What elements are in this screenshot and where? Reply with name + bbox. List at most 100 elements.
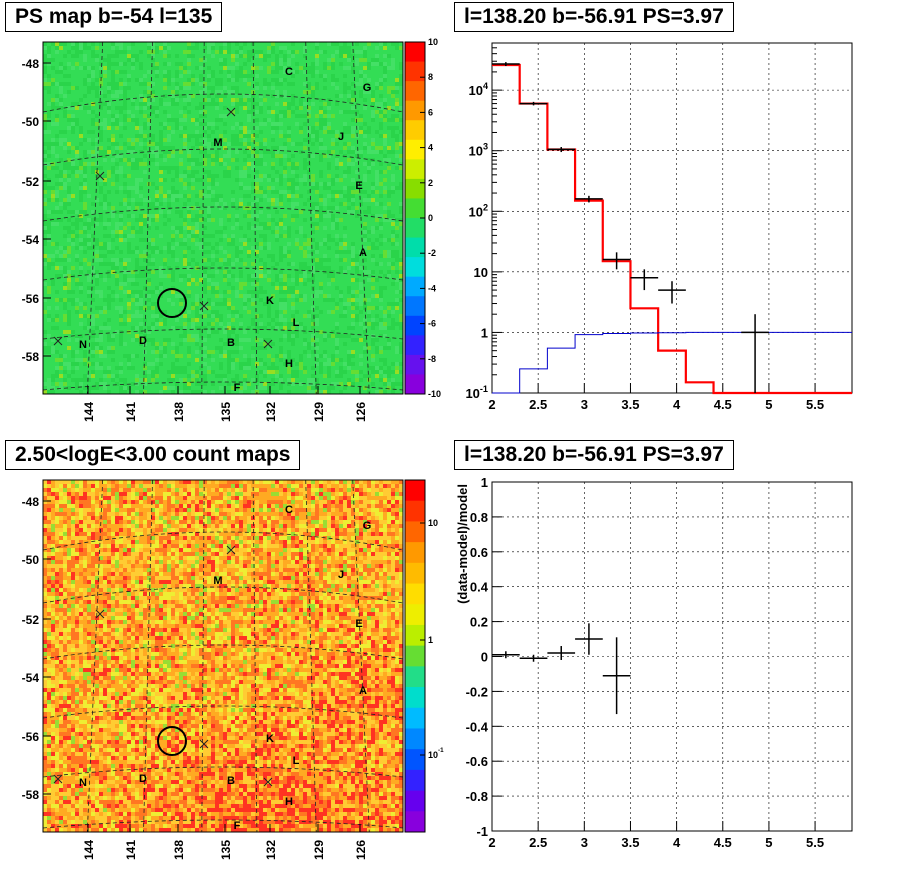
y-tick-label: -54 [22,233,40,247]
source-label: C [285,66,293,78]
source-label: A [359,685,367,697]
y-tick-label: -48 [22,495,40,509]
x-tick-label: 126 [354,840,368,860]
source-label: A [359,247,367,259]
x-tick-label: 135 [219,402,233,422]
spectrum-title: l=138.20 b=-56.91 PS=3.97 [454,2,734,32]
x-tick-label: 2 [488,835,495,850]
y-tick-label: -58 [22,788,40,802]
y-tick-label: -0.2 [466,684,488,699]
x-tick-label: 4 [673,835,681,850]
colorbar-tick-label: -4 [428,283,436,293]
y-tick-label: 0.4 [470,580,489,595]
x-tick-label: 4.5 [714,835,732,850]
y-tick-label: 0.2 [470,615,488,630]
source-label: F [234,820,241,832]
x-tick-label: 138 [172,840,186,860]
y-tick-label: 0.6 [470,545,488,560]
x-tick-label: 3.5 [621,835,639,850]
colorbar [405,480,425,833]
source-label: K [266,295,274,307]
source-label: N [79,339,87,351]
y-tick-label: 0 [481,650,488,665]
x-tick-label: 132 [264,402,278,422]
x-tick-label: 135 [219,840,233,860]
x-tick-label: 144 [82,402,96,422]
x-tick-label: 3 [581,835,588,850]
source-label: L [293,317,300,329]
x-tick-label: 5 [765,835,772,850]
y-tick-label: -56 [22,292,40,306]
y-axis-label: (data-model)/model [455,484,470,604]
y-tick-label: -0.4 [466,719,489,734]
y-tick-label: 103 [468,142,488,159]
x-tick-label: 141 [124,840,138,860]
source-label: F [234,382,241,394]
colorbar-tick-label: -10 [428,389,441,399]
count-map-panel: 2.50<logE<3.00 count maps -48-50-52-54-5… [0,438,448,875]
y-tick-label: -50 [22,553,40,567]
source-label: E [355,618,362,630]
y-tick-label: -48 [22,57,40,71]
source-label: J [338,569,344,581]
x-tick-label: 144 [82,840,96,860]
x-tick-label: 5 [765,397,772,412]
colorbar-tick-label: 6 [428,107,433,117]
source-label: J [338,131,344,143]
x-tick-label: 126 [354,402,368,422]
colorbar-tick-label: 2 [428,178,433,188]
colorbar-tick-label: -2 [428,248,436,258]
y-tick-label: 10 [474,265,488,280]
colorbar-tick-label: -8 [428,354,436,364]
residual-title: l=138.20 b=-56.91 PS=3.97 [454,440,734,470]
x-tick-label: 4.5 [714,397,732,412]
x-tick-label: 5.5 [806,397,824,412]
y-tick-label: 0.8 [470,510,488,525]
source-label: N [79,777,87,789]
y-tick-label: 1 [481,475,488,490]
source-label: H [285,796,293,808]
count-map-title: 2.50<logE<3.00 count maps [5,440,300,470]
source-label: C [285,504,293,516]
colorbar-tick-label: 0 [428,213,433,223]
y-tick-label: -52 [22,175,40,189]
x-tick-label: 3 [581,397,588,412]
x-tick-label: 129 [312,840,326,860]
source-label: E [355,180,362,192]
colorbar-tick-label: 10 [428,518,438,528]
x-tick-label: 141 [124,402,138,422]
y-tick-label: -1 [476,824,488,839]
colorbar-tick-label: 10-1 [428,747,444,760]
source-label: L [293,755,300,767]
source-label: B [227,337,235,349]
y-tick-label: 1 [481,325,488,340]
x-tick-label: 2.5 [529,397,547,412]
x-tick-label: 129 [312,402,326,422]
source-label: B [227,775,235,787]
residual-chart: 2 2.5 3 3.5 4 4.5 5 5.5 -1 -0.8 -0.6 -0.4 -0.2 0 0.2 0.… [449,438,898,875]
y-tick-label: -56 [22,730,40,744]
source-label: G [363,82,372,94]
colorbar-tick-label: 4 [428,143,433,153]
y-tick-label: -52 [22,613,40,627]
x-tick-label: 5.5 [806,835,824,850]
y-tick-label: 104 [468,81,488,98]
y-tick-label: -58 [22,350,40,364]
x-tick-label: 132 [264,840,278,860]
source-label: D [139,335,147,347]
x-tick-label: 4 [673,397,681,412]
source-label: M [213,137,222,149]
y-tick-label: 102 [468,202,488,219]
colorbar-tick-label: 1 [428,635,433,645]
x-tick-label: 2 [488,397,495,412]
x-tick-label: 2.5 [529,835,547,850]
source-label: H [285,358,293,370]
y-tick-label: -0.6 [466,754,488,769]
y-tick-label: -0.8 [466,789,488,804]
ps-map-title: PS map b=-54 l=135 [5,2,222,32]
